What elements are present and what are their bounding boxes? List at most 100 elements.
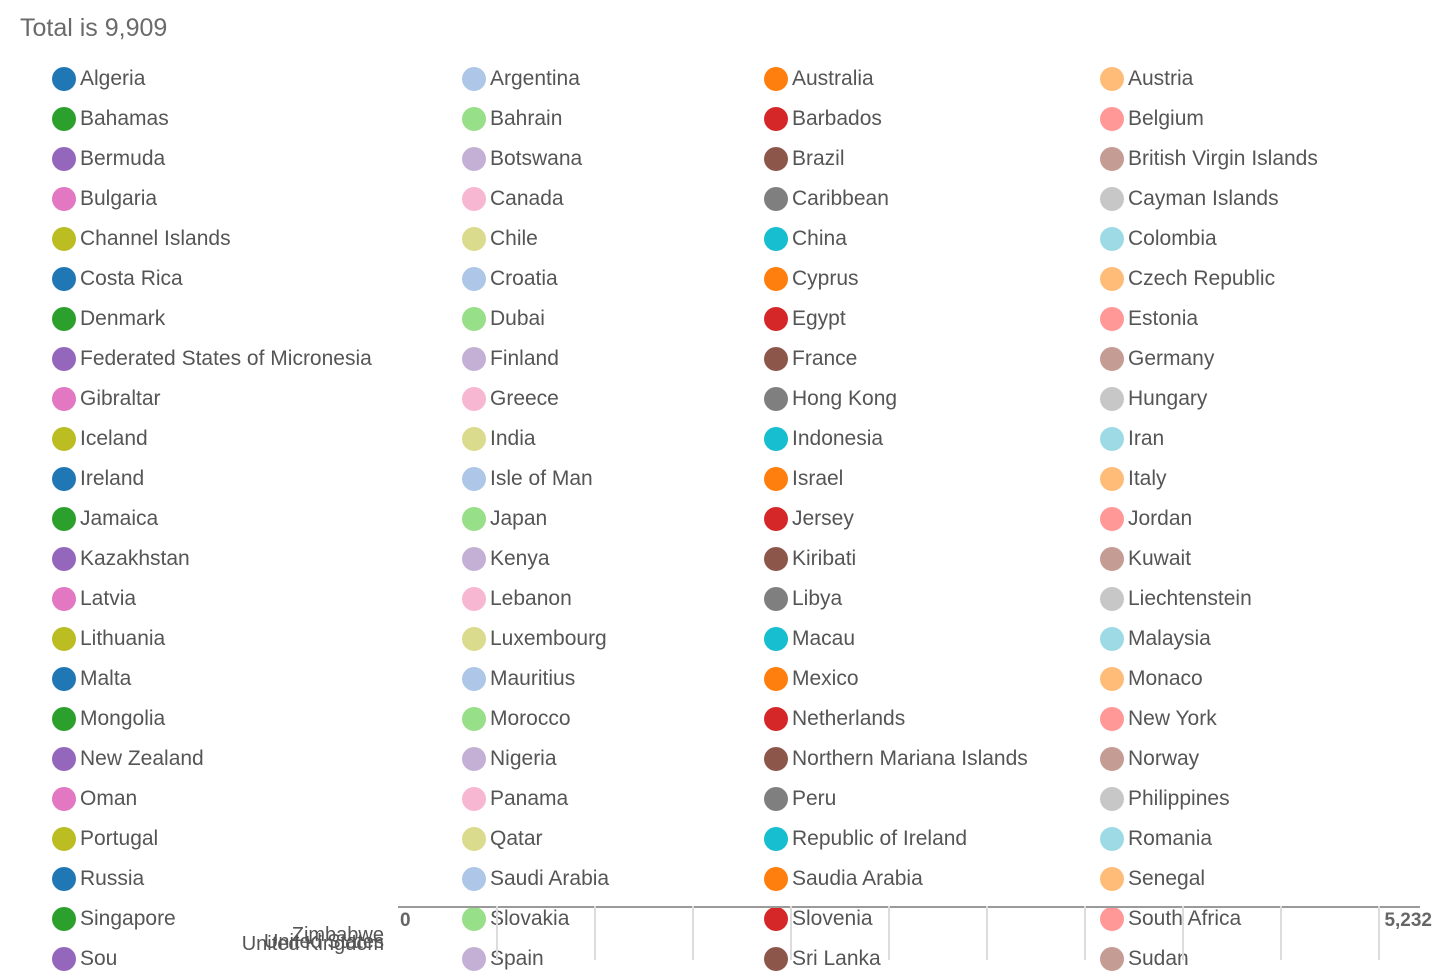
- legend-item[interactable]: Jersey: [764, 506, 854, 532]
- legend-item[interactable]: Algeria: [52, 66, 145, 92]
- legend-item[interactable]: Iran: [1100, 426, 1164, 452]
- legend-item[interactable]: Slovakia: [462, 906, 569, 932]
- legend-item[interactable]: Latvia: [52, 586, 136, 612]
- legend-item[interactable]: Czech Republic: [1100, 266, 1275, 292]
- legend-item[interactable]: Dubai: [462, 306, 545, 332]
- legend-item[interactable]: Libya: [764, 586, 842, 612]
- legend-item[interactable]: China: [764, 226, 847, 252]
- legend-item[interactable]: Oman: [52, 786, 137, 812]
- legend-label: Croatia: [490, 267, 558, 290]
- legend-item[interactable]: Northern Mariana Islands: [764, 746, 1028, 772]
- x-gridline: [692, 906, 694, 960]
- legend-swatch: [52, 307, 76, 331]
- legend-label: Brazil: [792, 147, 845, 170]
- legend-item[interactable]: Peru: [764, 786, 836, 812]
- legend-item[interactable]: India: [462, 426, 536, 452]
- legend-item[interactable]: Morocco: [462, 706, 571, 732]
- legend-item[interactable]: Portugal: [52, 826, 158, 852]
- legend-item[interactable]: Romania: [1100, 826, 1212, 852]
- legend-item[interactable]: Japan: [462, 506, 547, 532]
- legend-item[interactable]: Ireland: [52, 466, 144, 492]
- legend-swatch: [764, 147, 788, 171]
- legend-item[interactable]: Costa Rica: [52, 266, 183, 292]
- legend-label: Bahrain: [490, 107, 563, 130]
- legend-item[interactable]: Belgium: [1100, 106, 1204, 132]
- legend-item[interactable]: Qatar: [462, 826, 543, 852]
- legend-item[interactable]: Malaysia: [1100, 626, 1211, 652]
- legend-item[interactable]: Colombia: [1100, 226, 1217, 252]
- legend-swatch: [1100, 387, 1124, 411]
- legend-item[interactable]: New York: [1100, 706, 1217, 732]
- legend-item[interactable]: Estonia: [1100, 306, 1198, 332]
- legend-item[interactable]: Federated States of Micronesia: [52, 346, 372, 372]
- legend-item[interactable]: Cayman Islands: [1100, 186, 1279, 212]
- legend-item[interactable]: Chile: [462, 226, 538, 252]
- legend-item[interactable]: Kazakhstan: [52, 546, 190, 572]
- legend-item[interactable]: Lithuania: [52, 626, 165, 652]
- legend-item[interactable]: Senegal: [1100, 866, 1205, 892]
- legend-swatch: [462, 867, 486, 891]
- legend-item[interactable]: Singapore: [52, 906, 176, 932]
- legend-item[interactable]: Philippines: [1100, 786, 1230, 812]
- legend-item[interactable]: Croatia: [462, 266, 558, 292]
- legend-item[interactable]: Bermuda: [52, 146, 165, 172]
- legend-item[interactable]: Finland: [462, 346, 559, 372]
- legend-item[interactable]: Macau: [764, 626, 855, 652]
- legend-item[interactable]: Botswana: [462, 146, 582, 172]
- legend-item[interactable]: Iceland: [52, 426, 148, 452]
- legend-item[interactable]: Saudia Arabia: [764, 866, 923, 892]
- legend-item[interactable]: Jordan: [1100, 506, 1192, 532]
- legend-item[interactable]: France: [764, 346, 857, 372]
- legend-item[interactable]: Kenya: [462, 546, 550, 572]
- legend-item[interactable]: Mexico: [764, 666, 859, 692]
- legend-item[interactable]: Panama: [462, 786, 568, 812]
- legend-item[interactable]: Brazil: [764, 146, 845, 172]
- legend-item[interactable]: Bahrain: [462, 106, 562, 132]
- legend-item[interactable]: South Africa: [1100, 906, 1241, 932]
- legend-item[interactable]: Bulgaria: [52, 186, 157, 212]
- legend-item[interactable]: Canada: [462, 186, 564, 212]
- legend-item[interactable]: British Virgin Islands: [1100, 146, 1318, 172]
- legend-item[interactable]: Netherlands: [764, 706, 905, 732]
- legend-item[interactable]: Saudi Arabia: [462, 866, 609, 892]
- legend-item[interactable]: Nigeria: [462, 746, 557, 772]
- legend-item[interactable]: Mongolia: [52, 706, 165, 732]
- legend-item[interactable]: Barbados: [764, 106, 882, 132]
- legend-item[interactable]: Liechtenstein: [1100, 586, 1252, 612]
- legend-item[interactable]: Kuwait: [1100, 546, 1191, 572]
- legend-swatch: [764, 747, 788, 771]
- legend-swatch: [462, 507, 486, 531]
- legend-item[interactable]: Isle of Man: [462, 466, 593, 492]
- legend-item[interactable]: Monaco: [1100, 666, 1203, 692]
- legend-item[interactable]: Egypt: [764, 306, 846, 332]
- legend-item[interactable]: Channel Islands: [52, 226, 231, 252]
- legend-item[interactable]: Bahamas: [52, 106, 169, 132]
- legend-item[interactable]: Gibraltar: [52, 386, 161, 412]
- legend-item[interactable]: Greece: [462, 386, 559, 412]
- legend-item[interactable]: Austria: [1100, 66, 1193, 92]
- legend-item[interactable]: Australia: [764, 66, 874, 92]
- legend-item[interactable]: Luxembourg: [462, 626, 607, 652]
- legend-item[interactable]: Kiribati: [764, 546, 856, 572]
- legend-item[interactable]: Russia: [52, 866, 144, 892]
- legend-item[interactable]: Caribbean: [764, 186, 889, 212]
- legend-item[interactable]: Mauritius: [462, 666, 575, 692]
- legend-item[interactable]: New Zealand: [52, 746, 204, 772]
- legend-label: Nigeria: [490, 747, 557, 770]
- legend-item[interactable]: Slovenia: [764, 906, 873, 932]
- legend-item[interactable]: Germany: [1100, 346, 1214, 372]
- legend-item[interactable]: Denmark: [52, 306, 165, 332]
- legend-swatch: [764, 907, 788, 931]
- legend-item[interactable]: Lebanon: [462, 586, 572, 612]
- legend-item[interactable]: Republic of Ireland: [764, 826, 967, 852]
- legend-item[interactable]: Italy: [1100, 466, 1167, 492]
- legend-item[interactable]: Indonesia: [764, 426, 883, 452]
- legend-item[interactable]: Argentina: [462, 66, 580, 92]
- legend-item[interactable]: Norway: [1100, 746, 1199, 772]
- legend-item[interactable]: Hungary: [1100, 386, 1207, 412]
- legend-item[interactable]: Jamaica: [52, 506, 158, 532]
- legend-item[interactable]: Israel: [764, 466, 843, 492]
- legend-item[interactable]: Cyprus: [764, 266, 859, 292]
- legend-item[interactable]: Hong Kong: [764, 386, 897, 412]
- legend-item[interactable]: Malta: [52, 666, 131, 692]
